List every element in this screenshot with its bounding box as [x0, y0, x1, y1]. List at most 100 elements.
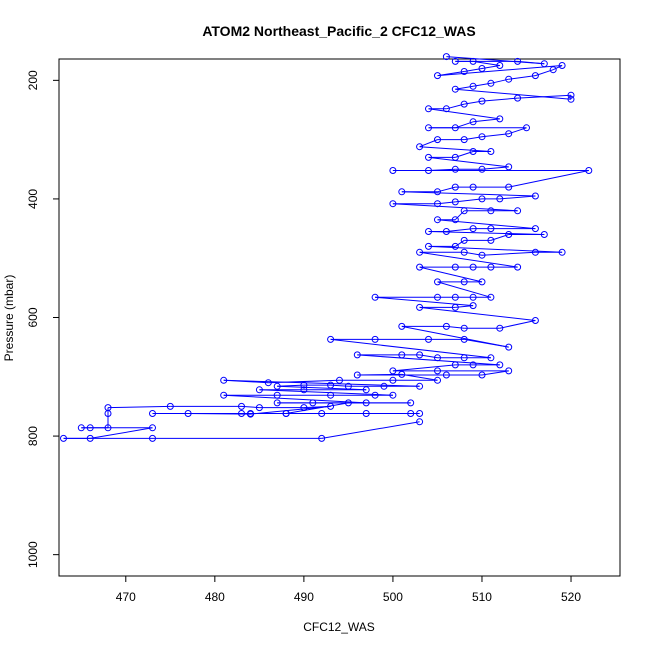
data-point — [327, 402, 335, 410]
series-line-segment — [277, 385, 367, 391]
data-point — [460, 354, 468, 362]
series-line-segment — [401, 325, 509, 348]
data-point — [531, 317, 539, 324]
data-point — [371, 293, 379, 301]
data-point — [505, 183, 513, 191]
data-point — [434, 293, 441, 301]
data-point — [549, 66, 557, 74]
data-point — [567, 91, 575, 99]
data-point — [531, 72, 539, 80]
data-point — [496, 361, 504, 369]
data-point — [247, 410, 254, 417]
series-line-segment — [499, 195, 536, 200]
data-point — [505, 343, 513, 351]
data-point — [149, 410, 156, 417]
data-point — [451, 216, 459, 224]
data-point — [451, 183, 459, 191]
y-tick-label: 600 — [26, 307, 40, 327]
data-point — [478, 278, 486, 286]
x-axis-label: CFC12_WAS — [303, 620, 375, 634]
data-point — [282, 410, 290, 417]
data-point — [514, 57, 522, 65]
series-line-segment — [499, 320, 536, 329]
data-point — [86, 434, 94, 442]
data-point — [416, 410, 424, 417]
data-point — [478, 165, 486, 173]
data-point — [442, 105, 450, 113]
plot-area — [60, 53, 593, 442]
series-line-segment — [508, 170, 589, 188]
data-point — [460, 278, 468, 286]
series-line-segment — [481, 251, 536, 256]
data-point — [514, 263, 522, 271]
chart-title: ATOM2 Northeast_Pacific_2 CFC12_WAS — [202, 23, 475, 39]
series-line-segment — [392, 203, 518, 212]
data-point — [300, 381, 308, 389]
data-point — [434, 376, 441, 384]
data-point — [434, 136, 441, 144]
data-point — [264, 379, 272, 387]
data-point — [460, 248, 468, 256]
data-point — [425, 242, 432, 250]
y-tick-label: 800 — [26, 426, 40, 446]
data-point — [77, 424, 85, 432]
series-line-segment — [419, 306, 536, 321]
series-line-segment — [223, 394, 367, 404]
series-line-segment — [392, 364, 456, 372]
data-point — [487, 354, 495, 362]
data-point — [460, 324, 468, 332]
series-line-segment — [268, 379, 340, 384]
data-point — [442, 371, 450, 379]
data-point — [327, 391, 335, 399]
data-point — [496, 115, 504, 123]
series-line-segment — [321, 421, 420, 439]
data-point — [434, 367, 441, 375]
series-line-segment — [508, 75, 536, 80]
data-point — [416, 248, 424, 256]
data-point — [460, 100, 468, 108]
data-point — [371, 391, 379, 399]
data-point — [434, 216, 441, 224]
series-line-segment — [375, 296, 474, 307]
data-point — [416, 143, 424, 151]
data-point — [487, 207, 495, 215]
data-point — [300, 386, 308, 394]
series-line-segment — [428, 168, 456, 171]
data-point — [442, 322, 450, 330]
series-line-segment — [473, 60, 500, 66]
y-tick-label: 200 — [26, 70, 40, 90]
data-point — [362, 399, 370, 407]
data-point — [487, 148, 495, 155]
data-point — [425, 167, 432, 174]
series-line-segment — [454, 210, 465, 221]
data-point — [496, 62, 504, 69]
series-line-segment — [428, 245, 563, 253]
data-point — [487, 79, 495, 87]
data-point — [220, 391, 228, 399]
data-point — [86, 424, 94, 432]
series-line-segment — [455, 88, 572, 100]
data-point — [469, 361, 477, 369]
series-line-segment — [428, 156, 509, 168]
y-axis-label: Pressure (mbar) — [2, 275, 16, 362]
data-point — [425, 335, 432, 343]
data-point — [460, 68, 468, 75]
data-point — [460, 207, 468, 215]
data-point — [389, 167, 397, 174]
series-line-segment — [437, 219, 536, 230]
data-point — [398, 322, 406, 330]
series-line-segment — [446, 56, 545, 65]
data-point — [514, 207, 522, 215]
series-line-segment — [428, 231, 545, 235]
data-point — [416, 263, 424, 271]
data-point — [273, 391, 281, 399]
data-point — [327, 381, 335, 389]
data-point — [469, 293, 477, 301]
data-point — [104, 424, 112, 432]
data-point — [451, 153, 459, 161]
series-line-segment — [446, 228, 474, 232]
data-point — [478, 251, 486, 259]
data-point — [451, 263, 459, 271]
data-point — [505, 130, 513, 138]
